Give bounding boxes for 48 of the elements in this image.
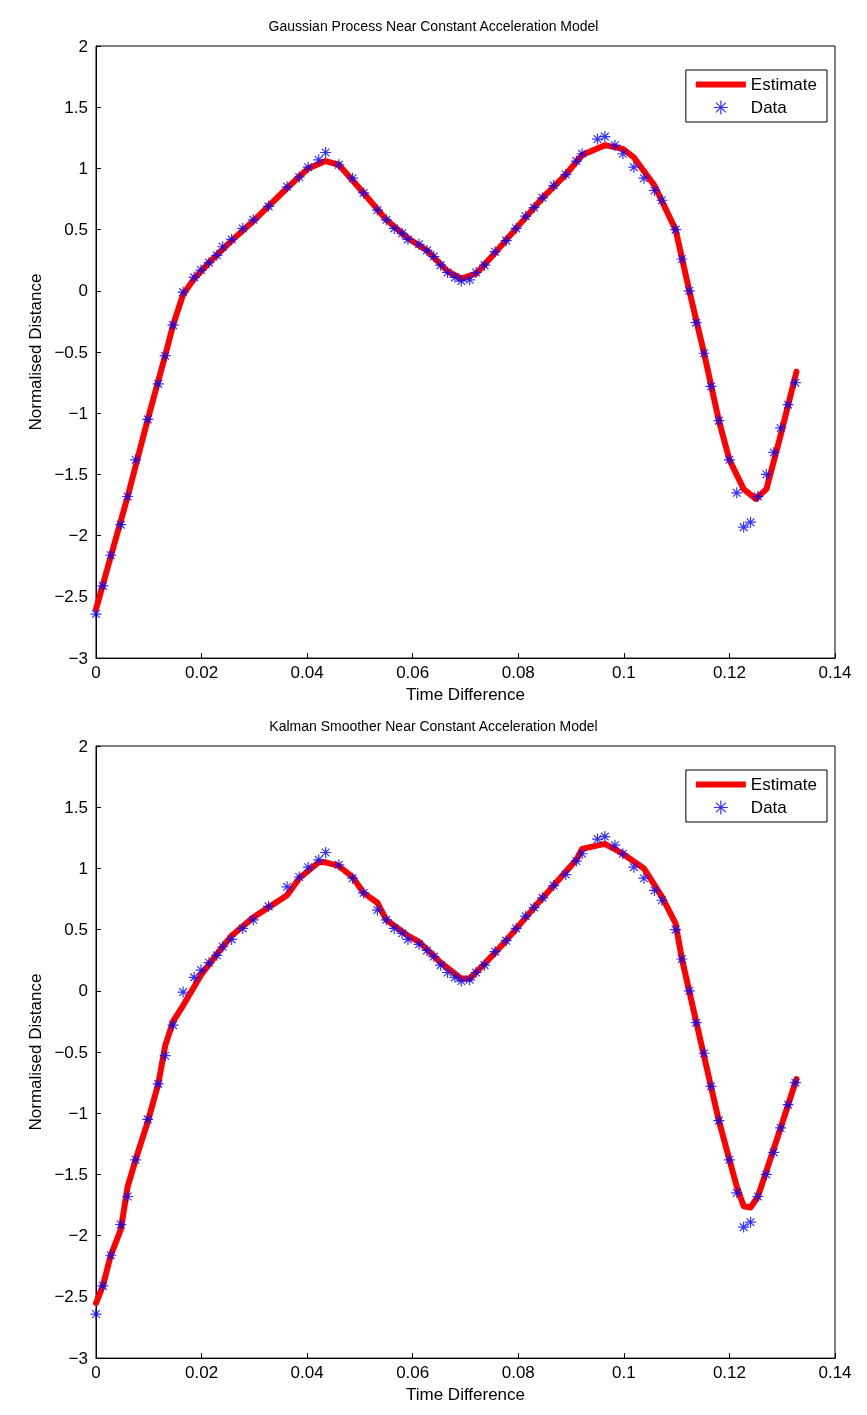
x-tick-label: 0.1 xyxy=(612,663,636,683)
y-tick-label: 0 xyxy=(78,981,88,1001)
x-axis-title: Time Difference xyxy=(405,1385,526,1404)
legend-label: Estimate xyxy=(750,775,818,794)
y-tick-label: 0.5 xyxy=(64,220,88,240)
y-tick-label: −1 xyxy=(68,403,88,423)
x-tick-label: 0.12 xyxy=(712,1363,746,1383)
chart-title: Kalman Smoother Near Constant Acceleration Model xyxy=(269,718,598,734)
x-tick-label: 0 xyxy=(91,1363,101,1383)
y-axis-title: Normalised Distance xyxy=(25,973,45,1131)
y-tick-label: −2 xyxy=(68,526,88,546)
y-tick-label: 1.5 xyxy=(64,797,88,817)
chart-title: Gaussian Process Near Constant Acceleration Model xyxy=(268,18,599,34)
x-tick-label: 0.06 xyxy=(396,663,430,683)
y-tick-label: −1.5 xyxy=(54,464,88,484)
x-tick-label: 0.08 xyxy=(501,1363,535,1383)
x-tick-label: 0.14 xyxy=(818,1363,852,1383)
x-axis-title: Time Difference xyxy=(405,685,526,704)
x-tick-label: 0.1 xyxy=(612,1363,636,1383)
y-tick-label: 2 xyxy=(78,736,88,756)
legend-label: Estimate xyxy=(750,75,818,94)
legend-label: Data xyxy=(750,98,788,117)
y-tick-label: −2.5 xyxy=(54,587,88,607)
y-tick-label: 1 xyxy=(78,158,88,178)
y-tick-label: −2.5 xyxy=(54,1287,88,1307)
x-tick-label: 0.04 xyxy=(290,1363,324,1383)
y-tick-label: −1.5 xyxy=(54,1164,88,1184)
x-tick-label: 0.14 xyxy=(818,663,852,683)
x-tick-label: 0.06 xyxy=(396,1363,430,1383)
y-tick-label: −3 xyxy=(68,1348,88,1368)
y-tick-label: −2 xyxy=(68,1226,88,1246)
x-tick-label: 0.02 xyxy=(185,1363,219,1383)
x-tick-label: 0.04 xyxy=(290,663,324,683)
y-tick-label: 1 xyxy=(78,858,88,878)
y-axis-title: Normalised Distance xyxy=(25,273,45,431)
y-tick-label: 0.5 xyxy=(64,920,88,940)
y-tick-label: −1 xyxy=(68,1103,88,1123)
legend-label: Data xyxy=(750,798,788,817)
y-tick-label: −0.5 xyxy=(54,342,88,362)
x-tick-label: 0.08 xyxy=(501,663,535,683)
y-tick-label: −3 xyxy=(68,648,88,668)
x-tick-label: 0.12 xyxy=(712,663,746,683)
y-tick-label: −0.5 xyxy=(54,1042,88,1062)
y-tick-label: 2 xyxy=(78,36,88,56)
x-tick-label: 0 xyxy=(91,663,101,683)
y-tick-label: 1.5 xyxy=(64,97,88,117)
y-tick-label: 0 xyxy=(78,281,88,301)
x-tick-label: 0.02 xyxy=(185,663,219,683)
